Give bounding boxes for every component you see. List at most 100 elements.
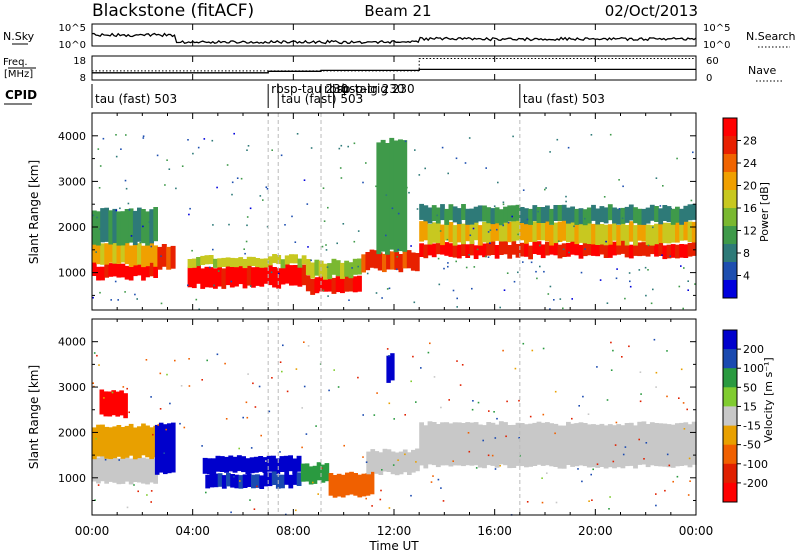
cpid-entry: tau (fast) 503 xyxy=(281,92,363,106)
velocity-scatter-point xyxy=(265,460,267,462)
power-scatter-point xyxy=(228,223,230,226)
velocity-cell xyxy=(124,455,130,482)
velocity-cell xyxy=(284,471,290,485)
power-scatter-point xyxy=(545,187,547,189)
power-cell xyxy=(289,254,294,264)
power-scatter-point xyxy=(310,259,312,262)
velocity-cell xyxy=(336,473,342,497)
velocity-cell xyxy=(612,425,617,469)
velocity-cell xyxy=(232,456,238,473)
cpid-entry: rbsp-taig 230 xyxy=(324,82,404,96)
power-scatter-point xyxy=(650,302,653,305)
power-cell xyxy=(578,208,584,225)
power-cell xyxy=(465,208,471,225)
power-cell xyxy=(204,266,210,288)
power-cell xyxy=(675,206,680,223)
power-cell xyxy=(628,221,634,242)
power-cell xyxy=(284,263,290,284)
power-scatter-point xyxy=(616,268,618,270)
power-cell xyxy=(191,258,197,268)
velocity-cell xyxy=(108,456,114,482)
power-cell xyxy=(310,278,316,295)
velocity-cell xyxy=(234,474,240,489)
power-scatter-point xyxy=(573,225,575,228)
velocity-cell xyxy=(96,457,101,484)
velocity-scatter-point xyxy=(295,509,297,512)
power-scatter-point xyxy=(198,308,200,311)
power-scatter-point xyxy=(326,266,329,268)
velocity-cell xyxy=(308,466,314,485)
power-scatter-point xyxy=(647,269,649,271)
power-scatter-point xyxy=(565,200,567,203)
velocity-scatter-point xyxy=(554,432,556,435)
power-scatter-point xyxy=(511,215,513,218)
velocity-cell xyxy=(267,472,273,487)
power-cell xyxy=(528,221,533,242)
power-cell xyxy=(377,252,383,271)
velocity-cell xyxy=(104,457,109,484)
velocity-scatter-point xyxy=(577,468,579,470)
noise-left-tick-top: 10^5 xyxy=(59,23,86,34)
velocity-scatter-point xyxy=(531,349,534,352)
power-scatter-point xyxy=(443,267,445,270)
velocity-scatter-point xyxy=(201,379,203,381)
power-cell xyxy=(104,264,109,278)
velocity-cell xyxy=(402,449,408,473)
power-cell xyxy=(658,208,664,225)
velocity-cell xyxy=(386,355,391,383)
velocity-scatter-point xyxy=(612,460,615,463)
colorbar-tick-label: 15 xyxy=(743,400,757,413)
power-scatter-point xyxy=(562,248,565,251)
power-cell xyxy=(511,220,517,242)
velocity-cell xyxy=(119,390,124,416)
power-cell xyxy=(149,241,154,263)
power-cell xyxy=(507,245,513,259)
power-data-layer xyxy=(92,132,697,311)
power-cell xyxy=(132,262,138,277)
velocity-scatter-point xyxy=(427,351,430,354)
velocity-scatter-point xyxy=(365,497,367,500)
velocity-scatter-point xyxy=(542,347,545,350)
power-cell xyxy=(402,250,408,269)
velocity-cell xyxy=(361,473,367,497)
velocity-scatter-point xyxy=(624,446,627,448)
velocity-cell xyxy=(259,475,265,489)
velocity-scatter-point xyxy=(103,397,105,399)
velocity-scatter-point xyxy=(188,358,190,360)
power-cell xyxy=(503,240,508,255)
power-cell xyxy=(141,245,146,268)
velocity-scatter-point xyxy=(98,364,100,366)
colorbar-swatch xyxy=(723,330,737,350)
velocity-cell xyxy=(561,425,567,469)
power-scatter-point xyxy=(682,307,684,310)
power-cell xyxy=(305,275,311,292)
velocity-cell xyxy=(141,457,146,484)
velocity-cell xyxy=(370,449,376,472)
power-cell xyxy=(305,259,311,275)
power-scatter-point xyxy=(506,272,509,274)
power-cell xyxy=(503,220,508,242)
power-scatter-point xyxy=(296,133,299,135)
power-cell xyxy=(679,244,684,258)
velocity-cell xyxy=(390,353,395,381)
velocity-cell xyxy=(263,472,269,487)
power-cell xyxy=(327,275,333,292)
velocity-cell xyxy=(607,424,613,468)
power-scatter-point xyxy=(128,209,131,211)
velocity-cell xyxy=(304,463,310,482)
velocity-scatter-point xyxy=(410,380,412,383)
velocity-cell xyxy=(324,463,330,482)
power-scatter-point xyxy=(580,271,583,274)
power-cell xyxy=(124,209,130,244)
power-scatter-point xyxy=(188,213,190,216)
velocity-cell xyxy=(154,424,160,475)
power-cell xyxy=(137,243,142,265)
date-title: 02/Oct/2013 xyxy=(605,2,698,20)
power-scatter-point xyxy=(125,187,128,190)
velocity-scatter-point xyxy=(546,472,548,474)
power-cell xyxy=(691,221,697,243)
velocity-cell xyxy=(255,474,260,488)
colorbar-swatch xyxy=(723,244,737,263)
power-scatter-point xyxy=(209,266,211,269)
velocity-cell xyxy=(349,471,354,495)
